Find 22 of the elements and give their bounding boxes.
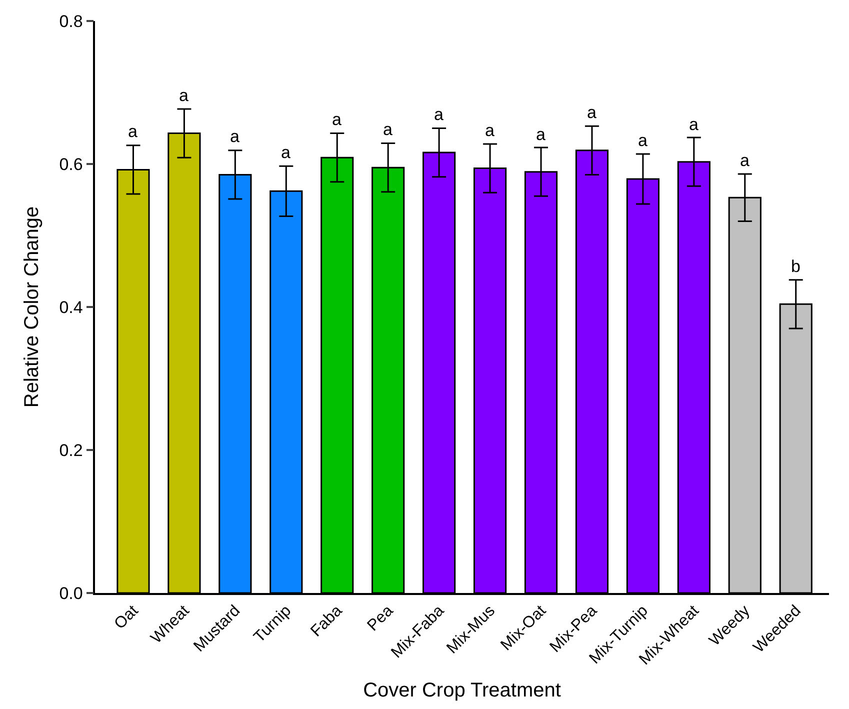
y-tick-label: 0.6	[59, 154, 83, 174]
annotation: a	[689, 115, 699, 134]
annotation: a	[638, 131, 648, 150]
x-axis-title: Cover Crop Treatment	[363, 679, 562, 702]
y-axis-title: Relative Color Change	[21, 206, 44, 408]
y-tick-label: 0.4	[59, 298, 83, 317]
annotation: a	[536, 125, 546, 144]
annotation: a	[587, 103, 597, 122]
annotation: a	[485, 121, 495, 140]
annotation: a	[179, 86, 189, 105]
y-tick-label: 0.0	[59, 584, 83, 603]
annotation: a	[230, 127, 240, 146]
y-tick-label: 0.2	[59, 440, 83, 460]
annotation: a	[128, 122, 138, 141]
annotation: a	[281, 143, 291, 162]
annotation: a	[434, 105, 444, 124]
annotation: b	[791, 257, 800, 276]
y-tick-label: 0.8	[59, 12, 83, 31]
annotation: a	[740, 151, 750, 170]
annotation: a	[332, 110, 342, 129]
x-tick-label: Oat	[111, 602, 142, 633]
annotation: a	[383, 120, 393, 139]
